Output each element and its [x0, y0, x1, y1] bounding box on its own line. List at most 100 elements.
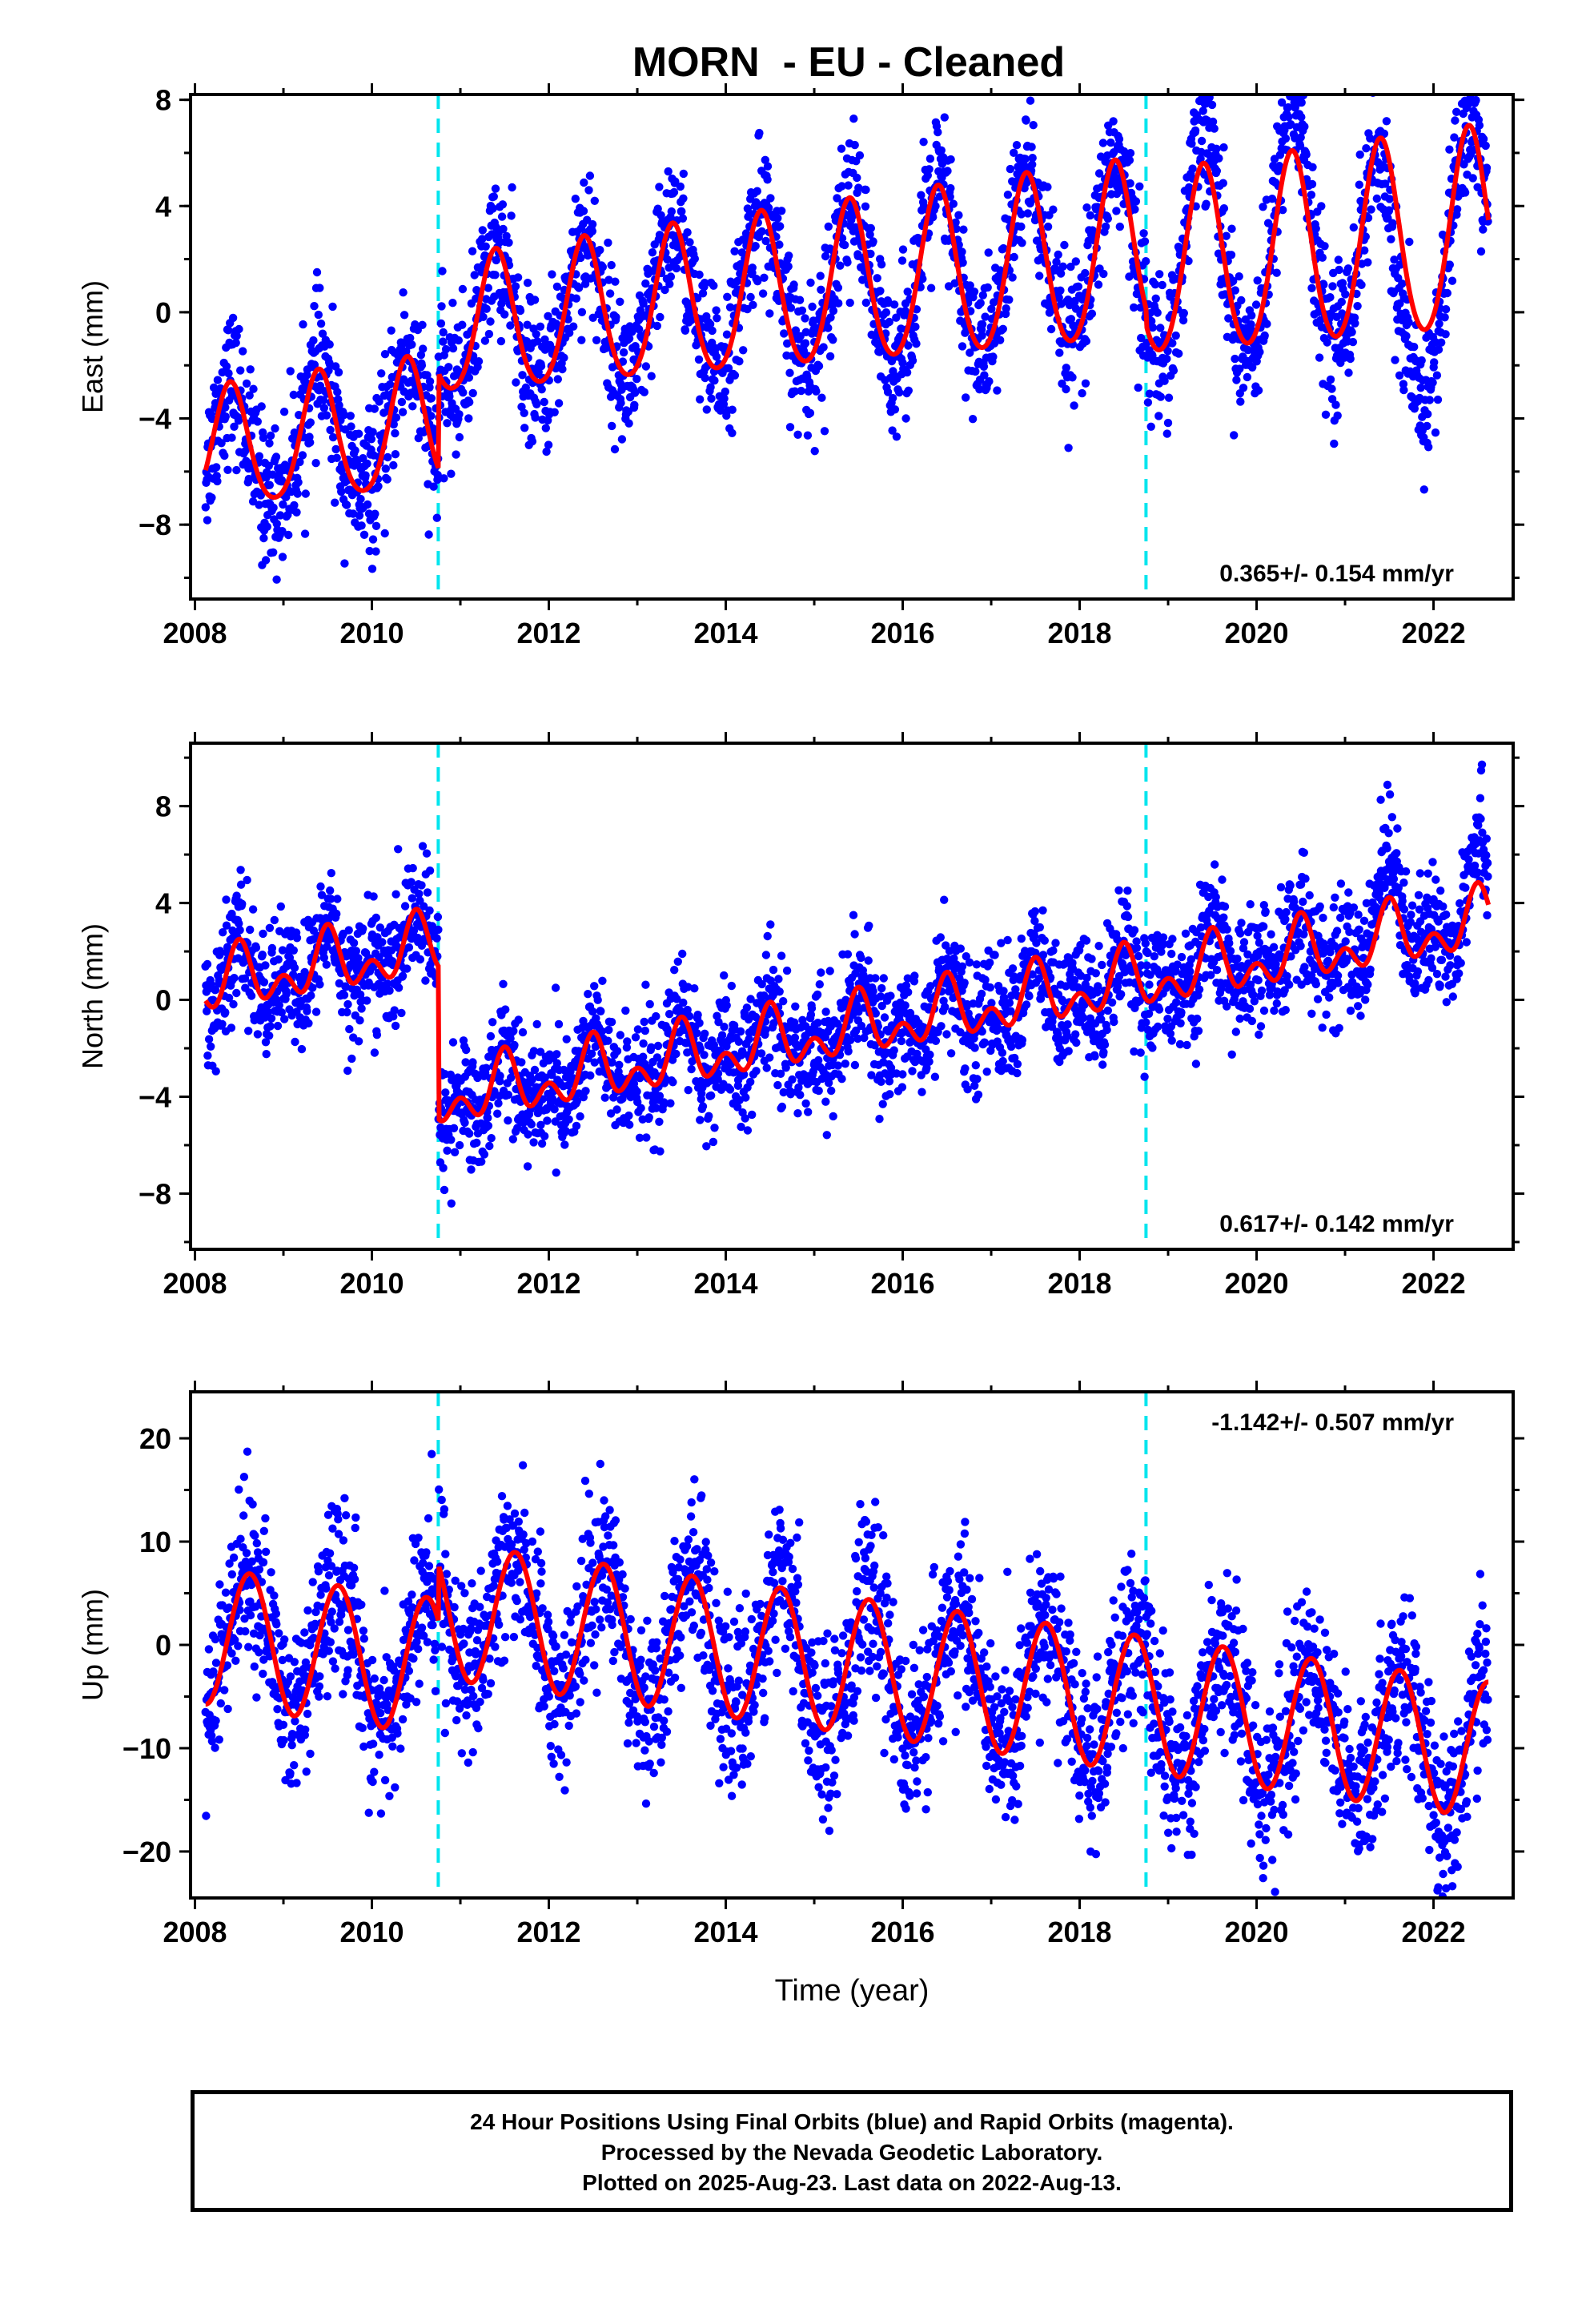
data-point: [930, 1072, 940, 1081]
data-point: [318, 329, 327, 338]
data-point: [881, 308, 891, 317]
data-point: [739, 346, 748, 355]
data-point: [1162, 354, 1171, 364]
data-point: [327, 869, 335, 878]
data-point: [1126, 179, 1134, 188]
data-point: [408, 863, 417, 873]
data-point: [871, 974, 880, 983]
east-panel: 2008 2010 2012 2014 2016 2018 2020 2022−8−4048E…: [76, 62, 1524, 649]
data-point: [480, 336, 490, 345]
data-point: [1046, 324, 1056, 334]
data-point: [580, 279, 590, 288]
data-point: [743, 1126, 753, 1135]
data-point: [986, 958, 994, 967]
data-point: [550, 408, 559, 416]
data-point: [517, 402, 526, 412]
data-point: [616, 399, 625, 408]
data-point: [363, 996, 371, 1005]
data-point: [807, 1003, 817, 1013]
data-point: [720, 971, 729, 980]
data-point: [455, 410, 464, 419]
data-point: [383, 475, 391, 484]
data-point: [315, 980, 324, 989]
data-point: [820, 427, 829, 436]
data-point: [1081, 379, 1090, 388]
data-point: [448, 299, 457, 308]
data-point: [758, 289, 768, 298]
data-point: [1287, 70, 1295, 78]
data-point: [328, 302, 337, 312]
data-point: [500, 310, 509, 319]
data-point: [1460, 188, 1470, 197]
data-points: [201, 62, 1492, 584]
data-point: [218, 368, 227, 377]
data-point: [898, 245, 908, 254]
data-point: [1081, 268, 1090, 278]
data-point: [536, 322, 545, 331]
data-point: [1292, 85, 1300, 93]
data-point: [508, 1135, 517, 1144]
data-point: [1247, 311, 1256, 320]
data-point: [897, 256, 907, 265]
data-point: [436, 319, 446, 328]
data-point: [1013, 1068, 1022, 1078]
data-point: [958, 258, 967, 267]
data-point: [1147, 316, 1156, 326]
data-point: [397, 1008, 406, 1018]
data-point: [221, 403, 230, 412]
data-point: [290, 501, 299, 510]
data-point: [359, 924, 367, 933]
data-point: [840, 240, 849, 250]
data-point: [1452, 107, 1461, 116]
data-point: [962, 393, 970, 402]
data-point: [1363, 258, 1372, 267]
data-point: [678, 214, 688, 223]
data-point: [349, 939, 359, 947]
data-point: [577, 336, 586, 344]
data-point: [203, 959, 212, 969]
data-point: [1162, 429, 1172, 438]
data-point: [625, 1120, 634, 1129]
data-point: [1171, 331, 1180, 340]
data-point: [665, 279, 674, 288]
data-point: [1168, 339, 1177, 348]
data-point: [284, 530, 293, 540]
data-point: [439, 1164, 448, 1172]
data-point: [331, 498, 339, 507]
data-point: [1179, 308, 1189, 318]
data-point: [639, 1052, 648, 1061]
data-point: [679, 194, 688, 203]
data-point: [669, 187, 679, 197]
data-point: [504, 1116, 512, 1125]
data-point: [621, 1006, 630, 1015]
data-point: [656, 211, 665, 219]
data-point: [523, 1162, 532, 1171]
data-point: [400, 902, 410, 911]
data-point: [819, 343, 828, 352]
data-point: [1454, 83, 1462, 91]
data-point: [989, 352, 998, 361]
data-point: [486, 317, 495, 326]
data-point: [1200, 170, 1209, 179]
data-point: [1382, 117, 1391, 126]
data-point: [213, 476, 222, 486]
data-point: [342, 501, 351, 509]
data-point: [540, 1132, 549, 1140]
data-point: [769, 965, 778, 975]
plot-area: [201, 743, 1492, 1249]
data-point: [370, 1048, 379, 1057]
data-point: [418, 320, 427, 329]
data-point: [1017, 210, 1026, 219]
data-point: [316, 882, 325, 891]
data-point: [1432, 371, 1442, 380]
data-point: [1405, 237, 1414, 247]
data-point: [258, 951, 267, 959]
data-point: [279, 408, 289, 416]
data-point: [1288, 62, 1296, 70]
data-point: [1431, 428, 1440, 437]
data-point: [518, 1027, 528, 1037]
data-point: [628, 328, 636, 336]
data-point: [422, 849, 432, 858]
data-point: [1319, 280, 1328, 289]
data-point: [890, 405, 900, 414]
